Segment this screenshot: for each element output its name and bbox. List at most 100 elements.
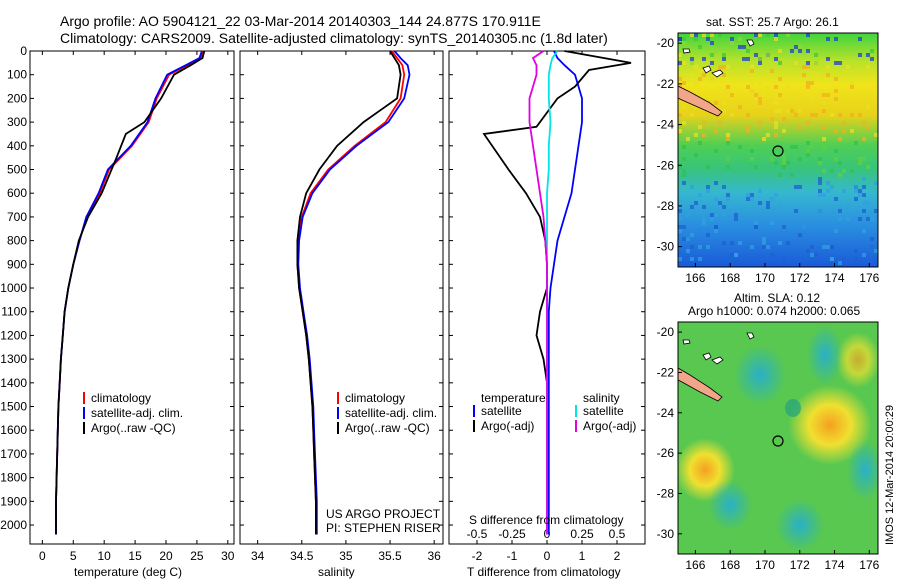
- y-tick-label: 1200: [0, 328, 27, 342]
- sst-pixel: [758, 97, 762, 101]
- temperature-axes: [29, 50, 235, 545]
- sst-pixel: [694, 33, 698, 37]
- sst-pixel: [702, 33, 706, 37]
- x-top-tick-label: -0.25: [498, 527, 526, 541]
- sst-pixel: [814, 53, 818, 57]
- sst-pixel: [746, 193, 750, 197]
- sst-pixel: [830, 141, 834, 145]
- sst-pixel: [750, 197, 754, 201]
- sst-pixel: [838, 261, 842, 265]
- sst-pixel: [726, 157, 730, 161]
- legend-label-climatology: climatology: [91, 391, 151, 405]
- sst-pixel: [802, 225, 806, 229]
- salinity-axes: [239, 50, 444, 545]
- sst-pixel: [726, 133, 730, 137]
- sst-pixel: [774, 125, 778, 129]
- map-y-tick-label: -28: [657, 199, 675, 213]
- sst-pixel: [774, 57, 778, 61]
- sla-anomaly-low: [785, 399, 801, 417]
- sst-pixel: [802, 65, 806, 69]
- sst-pixel: [794, 113, 798, 117]
- sst-pixel: [678, 225, 682, 229]
- x-tick-label: 35.5: [378, 549, 402, 563]
- sst-pixel: [714, 181, 718, 185]
- map-x-tick-label: 168: [720, 271, 740, 285]
- sst-pixel: [862, 253, 866, 257]
- sst-pixel: [810, 97, 814, 101]
- sst-pixel: [862, 229, 866, 233]
- sst-pixel: [686, 237, 690, 241]
- sst-pixel: [758, 57, 762, 61]
- sst-pixel: [774, 193, 778, 197]
- sst-pixel: [822, 101, 826, 105]
- sst-pixel: [722, 213, 726, 217]
- sst-pixel: [870, 237, 874, 241]
- sst-pixel: [814, 113, 818, 117]
- sst-pixel: [730, 241, 734, 245]
- sst-pixel: [694, 65, 698, 69]
- sst-pixel: [846, 205, 850, 209]
- sst-pixel: [690, 257, 694, 261]
- sst-pixel: [782, 165, 786, 169]
- sst-pixel: [758, 61, 762, 65]
- sst-pixel: [846, 65, 850, 69]
- sst-pixel: [754, 165, 758, 169]
- sst-pixel: [838, 217, 842, 221]
- map-y-tick-label: -26: [657, 446, 675, 460]
- sst-pixel: [738, 241, 742, 245]
- map-y-tick-label: -22: [657, 77, 675, 91]
- sst-pixel: [774, 161, 778, 165]
- sst-pixel: [826, 245, 830, 249]
- sst-pixel: [818, 189, 822, 193]
- sst-pixel: [874, 209, 878, 213]
- sst-pixel: [822, 125, 826, 129]
- sst-pixel: [678, 37, 682, 41]
- y-tick-label: 1500: [0, 400, 27, 414]
- sst-pixel: [758, 33, 762, 37]
- sst-pixel: [778, 241, 782, 245]
- sst-pixel: [806, 33, 810, 37]
- sst-pixel: [778, 61, 782, 65]
- sst-pixel: [834, 157, 838, 161]
- sst-pixel: [810, 145, 814, 149]
- sst-pixel: [858, 193, 862, 197]
- sst-pixel: [858, 37, 862, 41]
- sst-pixel: [854, 141, 858, 145]
- s-difference-title: S difference from climatology: [469, 513, 624, 527]
- sst-pixel: [850, 85, 854, 89]
- sst-pixel: [702, 121, 706, 125]
- series-line-climatology: [296, 50, 406, 535]
- map-x-tick-label: 166: [685, 271, 705, 285]
- sst-pixel: [690, 33, 694, 37]
- sst-pixel: [694, 105, 698, 109]
- sst-pixel: [862, 209, 866, 213]
- sst-pixel: [730, 113, 734, 117]
- sst-pixel: [706, 189, 710, 193]
- sst-pixel: [834, 229, 838, 233]
- sst-pixel: [866, 165, 870, 169]
- sst-pixel: [826, 65, 830, 69]
- sst-pixel: [770, 69, 774, 73]
- sst-pixel: [750, 81, 754, 85]
- sst-pixel: [710, 33, 714, 37]
- sla-map-frame: [677, 321, 879, 555]
- x-tick-label: 20: [159, 549, 173, 563]
- sst-pixel: [698, 209, 702, 213]
- sst-pixel: [826, 181, 830, 185]
- sst-pixel: [774, 33, 778, 37]
- sst-pixel: [858, 77, 862, 81]
- sst-pixel: [834, 197, 838, 201]
- sla-argo-marker: [772, 435, 784, 447]
- sst-pixel: [766, 53, 770, 57]
- sst-pixel: [690, 73, 694, 77]
- sst-pixel: [786, 241, 790, 245]
- sst-pixel: [790, 173, 794, 177]
- sst-pixel: [866, 53, 870, 57]
- sst-pixel: [746, 85, 750, 89]
- x-tick-label: 25: [190, 549, 204, 563]
- sst-pixel: [766, 201, 770, 205]
- sst-pixel: [730, 261, 734, 265]
- sst-pixel: [782, 129, 786, 133]
- sst-pixel: [706, 37, 710, 41]
- sst-pixel: [758, 189, 762, 193]
